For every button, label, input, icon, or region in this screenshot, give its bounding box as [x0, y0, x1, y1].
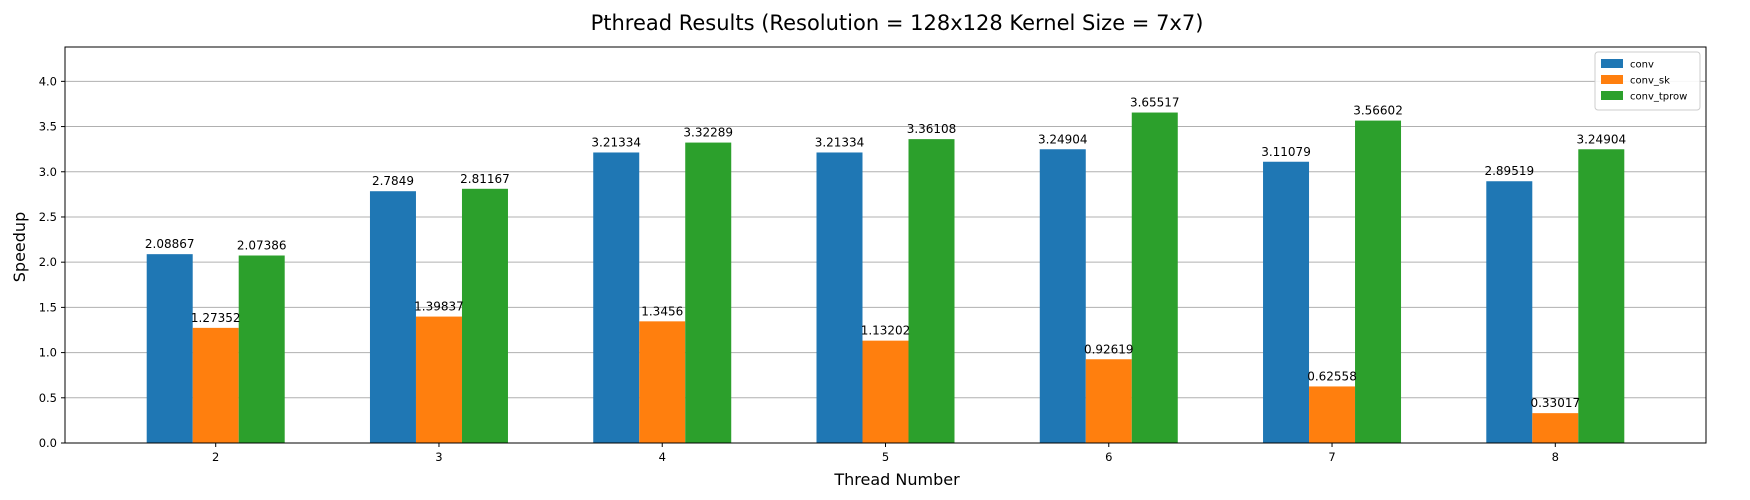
bar-conv_tprow-2 — [238, 255, 285, 443]
data-label: 3.24904 — [1038, 132, 1088, 146]
bar-conv-4 — [593, 152, 640, 443]
data-label: 2.07386 — [237, 239, 287, 253]
bar-conv_sk-4 — [639, 321, 686, 443]
bar-conv_sk-6 — [1085, 359, 1132, 443]
bar-conv_sk-2 — [192, 327, 239, 443]
y-tick-label: 0.0 — [39, 436, 57, 450]
data-label: 1.3456 — [641, 304, 683, 318]
grid-lines — [65, 80, 1706, 444]
axes: 0.0 0.5 1.0 1.5 2.0 2.5 3.0 3.5 4.0 2 3 4 5 6 7 8 — [39, 46, 1707, 464]
data-label: 0.62558 — [1307, 369, 1357, 383]
y-tick-label: 4.0 — [39, 74, 57, 88]
bar-conv_sk-3 — [415, 316, 462, 443]
bar-conv_sk-5 — [862, 340, 909, 443]
data-label: 1.13202 — [861, 324, 911, 338]
legend-label-conv_tprow: conv_tprow — [1630, 92, 1687, 103]
bar-conv_sk-8 — [1532, 413, 1579, 443]
bar-conv_tprow-7 — [1355, 120, 1402, 443]
data-label: 2.89519 — [1484, 164, 1534, 178]
data-label: 0.92619 — [1084, 342, 1134, 356]
x-tick-label: 7 — [1328, 450, 1335, 464]
bar-conv-5 — [816, 152, 863, 443]
legend-label-conv_sk: conv_sk — [1630, 76, 1670, 87]
plot-frame — [64, 46, 1707, 444]
bars — [146, 112, 1625, 444]
legend-label-conv: conv — [1630, 60, 1654, 71]
chart-title: Pthread Results (Resolution = 128x128 Ke… — [591, 11, 1204, 35]
legend-swatch-conv — [1601, 59, 1623, 68]
data-label: 3.21334 — [815, 135, 865, 149]
y-tick-label: 3.0 — [39, 165, 57, 179]
data-label: 2.08867 — [145, 237, 195, 251]
data-label: 3.36108 — [907, 122, 957, 136]
bar-conv-2 — [146, 254, 193, 443]
legend: conv conv_sk conv_tprow — [1594, 51, 1701, 111]
data-label: 3.32289 — [683, 126, 733, 140]
bar-conv_tprow-8 — [1578, 149, 1625, 444]
y-tick-label: 1.5 — [39, 300, 57, 314]
x-tick-label: 8 — [1552, 450, 1559, 464]
x-tick-label: 2 — [212, 450, 219, 464]
bar-conv-6 — [1039, 149, 1086, 444]
bar-conv_tprow-4 — [685, 142, 732, 443]
legend-swatch-conv_sk — [1601, 75, 1623, 84]
y-tick-label: 3.5 — [39, 120, 57, 134]
x-tick-label: 6 — [1105, 450, 1112, 464]
data-label: 1.39837 — [414, 300, 464, 314]
x-tick-label: 5 — [882, 450, 889, 464]
data-label: 2.7849 — [372, 174, 414, 188]
y-axis-label: Speedup — [10, 212, 29, 282]
legend-swatch-conv_tprow — [1601, 91, 1623, 100]
x-axis-label: Thread Number — [833, 470, 960, 489]
x-tick-label: 3 — [435, 450, 442, 464]
data-label: 3.65517 — [1130, 96, 1180, 110]
y-tick-label: 0.5 — [39, 391, 57, 405]
bar-conv_tprow-6 — [1131, 112, 1178, 443]
data-label: 3.21334 — [591, 135, 641, 149]
data-label: 0.33017 — [1530, 396, 1580, 410]
data-label: 1.27352 — [191, 311, 241, 325]
y-tick-label: 1.0 — [39, 346, 57, 360]
data-label: 3.24904 — [1576, 132, 1626, 146]
y-tick-label: 2.0 — [39, 255, 57, 269]
bar-conv_sk-7 — [1309, 386, 1356, 443]
data-label: 2.81167 — [460, 172, 510, 186]
bar-conv-7 — [1263, 161, 1310, 443]
bar-conv-8 — [1486, 181, 1533, 443]
data-labels: 2.08867 1.27352 2.07386 2.7849 1.39837 2.8116… — [145, 96, 1626, 411]
y-tick-label: 2.5 — [39, 210, 57, 224]
data-label: 3.11079 — [1261, 145, 1311, 159]
x-tick-label: 4 — [659, 450, 666, 464]
data-label: 3.56602 — [1353, 104, 1403, 118]
bar-conv_tprow-3 — [461, 188, 508, 443]
bar-conv-3 — [369, 191, 416, 443]
bar-conv_tprow-5 — [908, 139, 955, 444]
